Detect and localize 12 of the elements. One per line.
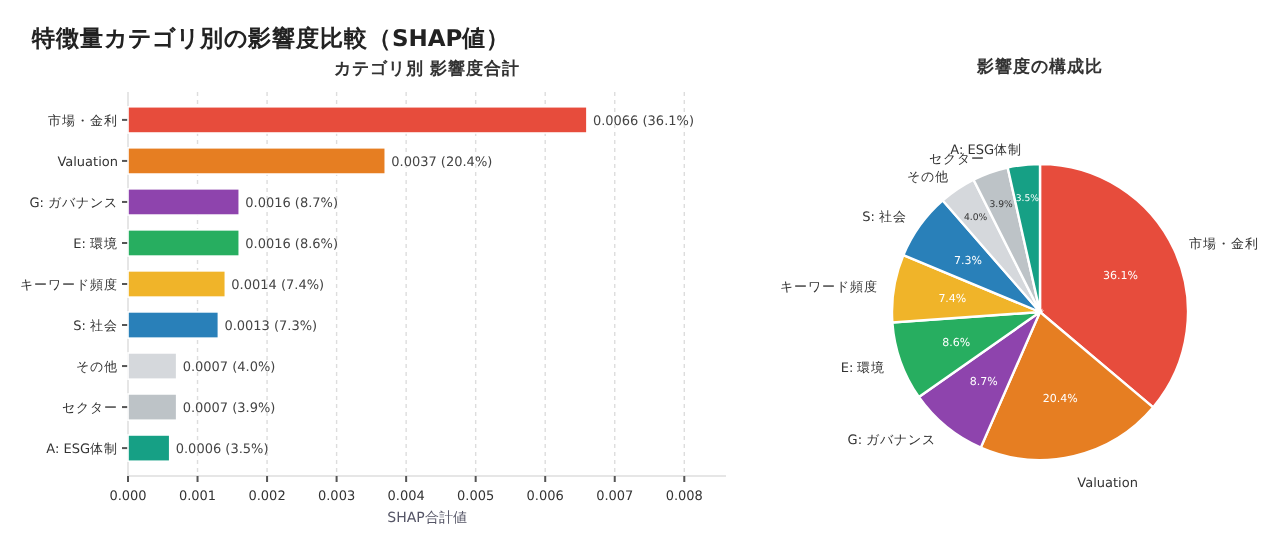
bar	[127, 311, 220, 339]
bar	[127, 434, 171, 463]
bar	[127, 188, 241, 216]
bar	[127, 352, 178, 380]
bar	[127, 105, 588, 134]
chart-title: 影響度の構成比	[975, 56, 1103, 78]
bar	[127, 270, 227, 298]
chart-subtitle: カテゴリ別 影響度合計	[334, 58, 520, 80]
bar	[127, 393, 178, 421]
bar	[127, 229, 241, 257]
chart-title: 特徴量カテゴリ別の影響度比較（SHAP値）	[30, 24, 511, 52]
bar	[127, 146, 387, 175]
